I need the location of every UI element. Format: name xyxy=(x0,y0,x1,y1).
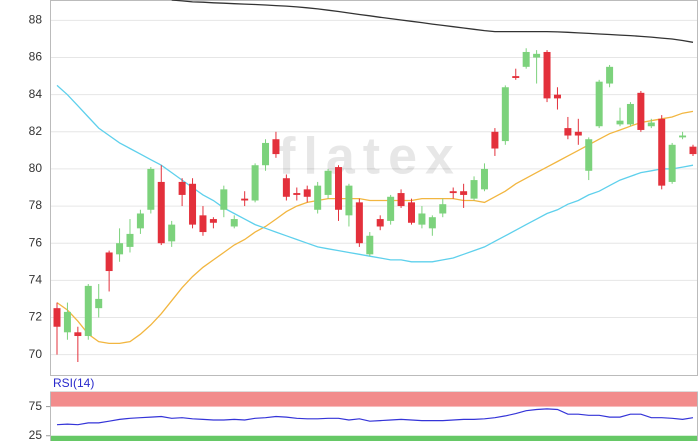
candle-body xyxy=(335,167,343,210)
candle-body xyxy=(585,139,593,171)
candle-body xyxy=(262,142,270,166)
candle-body xyxy=(220,189,228,210)
candle-body xyxy=(157,181,165,244)
candle-body xyxy=(84,285,92,337)
candle-body xyxy=(136,213,144,229)
candle-body xyxy=(168,224,176,242)
y-tick-label: 86 xyxy=(29,50,43,64)
y-tick-label: 76 xyxy=(29,235,43,249)
candle-body xyxy=(439,204,447,214)
candle-body xyxy=(355,202,363,244)
candle-body xyxy=(428,217,436,229)
candle-body xyxy=(491,131,499,149)
candle-body xyxy=(606,66,614,84)
candle-body xyxy=(126,233,134,247)
candle-body xyxy=(658,118,666,186)
candle-body xyxy=(418,213,426,225)
candle-body xyxy=(512,76,520,78)
candle-body xyxy=(689,146,697,155)
candle-body xyxy=(616,120,624,125)
candle-body xyxy=(522,51,530,67)
candle-body xyxy=(241,198,249,201)
rsi-band xyxy=(51,435,697,441)
candle-body xyxy=(397,193,405,207)
y-tick-label: 75 xyxy=(29,399,43,413)
candle-body xyxy=(74,332,82,337)
candle-body xyxy=(314,185,322,210)
y-tick-label: 74 xyxy=(29,272,43,286)
candle-body xyxy=(189,183,197,225)
y-tick-label: 72 xyxy=(29,310,43,324)
candle-body xyxy=(199,215,207,233)
candle-body xyxy=(626,103,634,125)
watermark: flatex xyxy=(278,128,462,186)
candle-body xyxy=(387,196,395,221)
candle-body xyxy=(449,191,457,194)
y-tick-label: 84 xyxy=(29,87,43,101)
candle-body xyxy=(668,144,676,182)
candle-body xyxy=(376,219,384,227)
candle-body xyxy=(470,180,478,199)
y-tick-label: 25 xyxy=(29,428,43,441)
candle-body xyxy=(230,219,238,227)
candle-body xyxy=(251,165,259,201)
y-tick-label: 80 xyxy=(29,161,43,175)
candle-body xyxy=(178,181,186,195)
candle-body xyxy=(460,191,468,195)
moving-average-line xyxy=(171,0,694,43)
candle-body xyxy=(95,298,103,309)
candle-body xyxy=(105,252,113,272)
candle-body xyxy=(407,202,415,223)
rsi-line xyxy=(56,408,694,426)
candle-body xyxy=(366,235,374,255)
candle-body xyxy=(272,139,280,155)
candle-body xyxy=(679,135,687,138)
y-tick-label: 78 xyxy=(29,198,43,212)
candle-body xyxy=(647,122,655,127)
candle-body xyxy=(63,311,71,333)
candle-body xyxy=(637,92,645,130)
candle-body xyxy=(345,185,353,216)
candle-body xyxy=(324,170,332,195)
candle-body xyxy=(116,243,124,255)
candle-body xyxy=(501,87,509,142)
candle-body xyxy=(53,308,61,327)
candle-body xyxy=(595,81,603,127)
y-tick-label: 70 xyxy=(29,347,43,361)
candle-body xyxy=(543,51,551,99)
candle-body xyxy=(533,53,541,58)
candle-body xyxy=(293,193,301,195)
candle-body xyxy=(303,189,311,197)
y-tick-label: 82 xyxy=(29,124,43,138)
rsi-band xyxy=(51,392,697,407)
panel-title: RSI(14) xyxy=(53,376,94,390)
candle-body xyxy=(564,128,572,136)
candle-body xyxy=(147,168,155,210)
candle-body xyxy=(574,131,582,136)
candle-body xyxy=(209,219,217,223)
candle-body xyxy=(480,168,488,190)
candle-body xyxy=(282,178,290,197)
moving-average-line xyxy=(56,84,694,263)
candle-body xyxy=(553,94,561,99)
y-tick-label: 88 xyxy=(29,13,43,27)
